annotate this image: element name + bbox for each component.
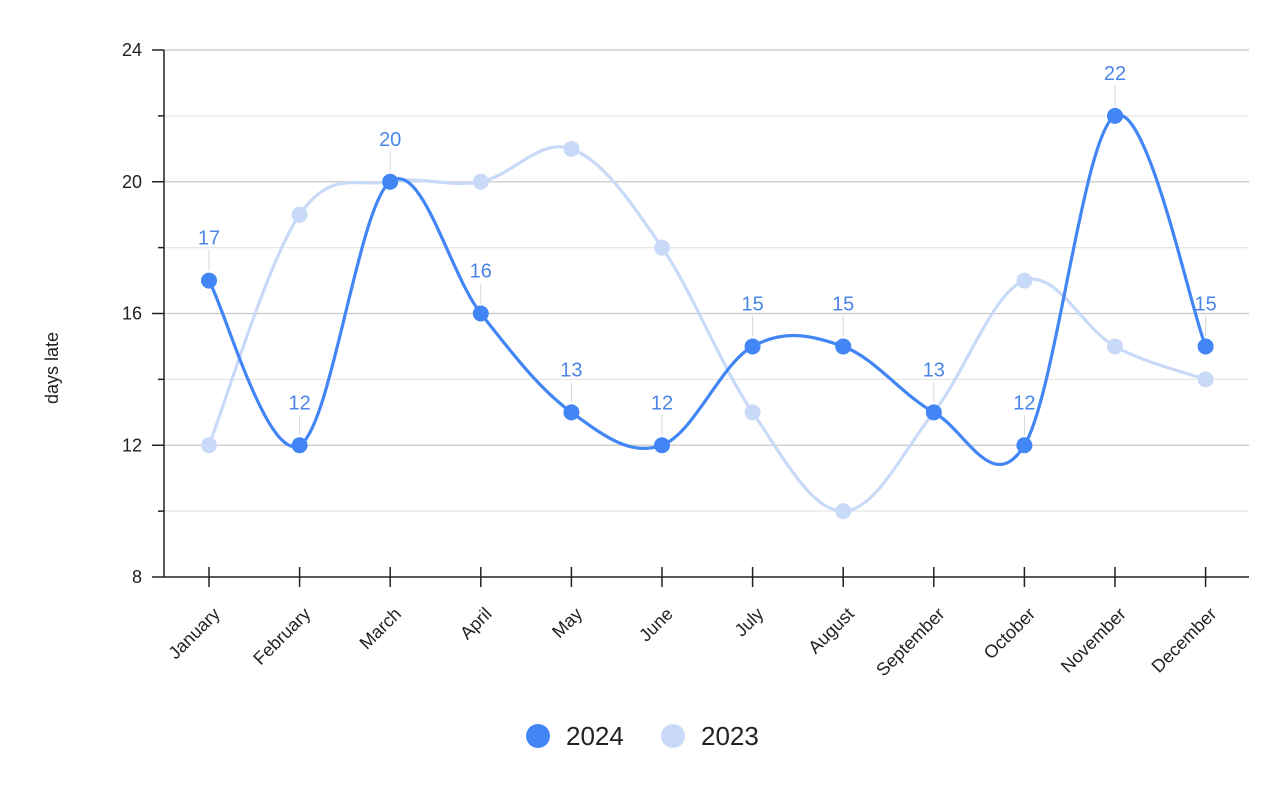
y-tick-label: 24 bbox=[122, 40, 142, 60]
data-label: 13 bbox=[560, 359, 582, 381]
x-tick-label: May bbox=[548, 604, 586, 642]
x-tick-label: September bbox=[872, 604, 948, 680]
y-tick-label: 20 bbox=[122, 172, 142, 192]
series-line-2024 bbox=[207, 113, 1208, 467]
data-labels-2024: 17 12 20 16 13 12 15 15 13 12 22 15 bbox=[198, 63, 1217, 436]
data-label: 15 bbox=[741, 293, 763, 315]
legend-label: 2023 bbox=[701, 721, 759, 751]
x-tick-label: April bbox=[456, 604, 496, 644]
data-point-2023 bbox=[563, 140, 580, 157]
legend-marker bbox=[526, 724, 550, 748]
data-point-2023 bbox=[472, 173, 489, 190]
y-axis-title: days late bbox=[42, 332, 62, 404]
x-tick-label: June bbox=[635, 604, 677, 646]
data-point-2024 bbox=[835, 338, 852, 355]
x-tick-label: July bbox=[731, 604, 768, 641]
data-point-2024 bbox=[472, 305, 489, 322]
x-tick-label: February bbox=[249, 604, 314, 669]
data-point-2023 bbox=[835, 503, 852, 520]
series-2024 bbox=[201, 107, 1214, 467]
data-label: 12 bbox=[288, 392, 310, 414]
data-point-2024 bbox=[654, 437, 670, 454]
gridlines bbox=[164, 49, 1249, 512]
x-tick-label: October bbox=[980, 604, 1039, 663]
x-tick-label: December bbox=[1148, 604, 1221, 677]
data-point-2023 bbox=[201, 437, 217, 454]
data-point-2024 bbox=[1016, 437, 1033, 454]
data-point-2023 bbox=[654, 239, 670, 256]
data-point-2024 bbox=[382, 173, 399, 190]
data-label: 16 bbox=[470, 261, 492, 283]
data-point-2024 bbox=[744, 338, 761, 355]
legend-item-2023: 2023 bbox=[661, 721, 759, 751]
legend-item-2024: 2024 bbox=[526, 721, 624, 751]
series-2023 bbox=[201, 140, 1214, 520]
data-label: 22 bbox=[1104, 63, 1126, 85]
data-point-2024 bbox=[1107, 107, 1123, 124]
y-tick-label: 12 bbox=[122, 435, 142, 455]
y-tick-label: 8 bbox=[132, 567, 142, 587]
data-point-2023 bbox=[1016, 272, 1033, 289]
y-axis-ticks: 8 12 16 20 24 bbox=[122, 40, 164, 587]
data-point-2023 bbox=[1107, 338, 1123, 355]
x-axis-ticks: January February March April May June July Augu… bbox=[164, 567, 1220, 680]
data-label: 17 bbox=[198, 228, 220, 250]
legend-label: 2024 bbox=[566, 721, 624, 751]
data-label: 15 bbox=[832, 293, 854, 315]
data-point-2023 bbox=[744, 404, 761, 421]
x-tick-label: November bbox=[1057, 604, 1130, 677]
data-point-2024 bbox=[563, 404, 580, 421]
series-layer: 17 12 20 16 13 12 15 15 13 12 22 15 bbox=[198, 63, 1217, 520]
legend: 2024 2023 bbox=[526, 721, 759, 751]
data-label: 20 bbox=[379, 129, 401, 151]
data-point-2024 bbox=[201, 272, 217, 289]
x-tick-label: March bbox=[356, 604, 406, 654]
x-tick-label: August bbox=[804, 604, 858, 658]
data-label: 15 bbox=[1194, 293, 1216, 315]
data-label: 12 bbox=[1013, 392, 1035, 414]
legend-marker bbox=[661, 724, 685, 748]
x-tick-label: January bbox=[164, 604, 223, 663]
data-point-2024 bbox=[291, 437, 308, 454]
data-point-2023 bbox=[1197, 371, 1214, 388]
data-point-2024 bbox=[925, 404, 942, 421]
data-label: 13 bbox=[923, 359, 945, 381]
data-point-2023 bbox=[291, 206, 308, 223]
y-tick-label: 16 bbox=[122, 304, 142, 324]
data-label: 12 bbox=[651, 392, 673, 414]
data-point-2024 bbox=[1197, 338, 1214, 355]
